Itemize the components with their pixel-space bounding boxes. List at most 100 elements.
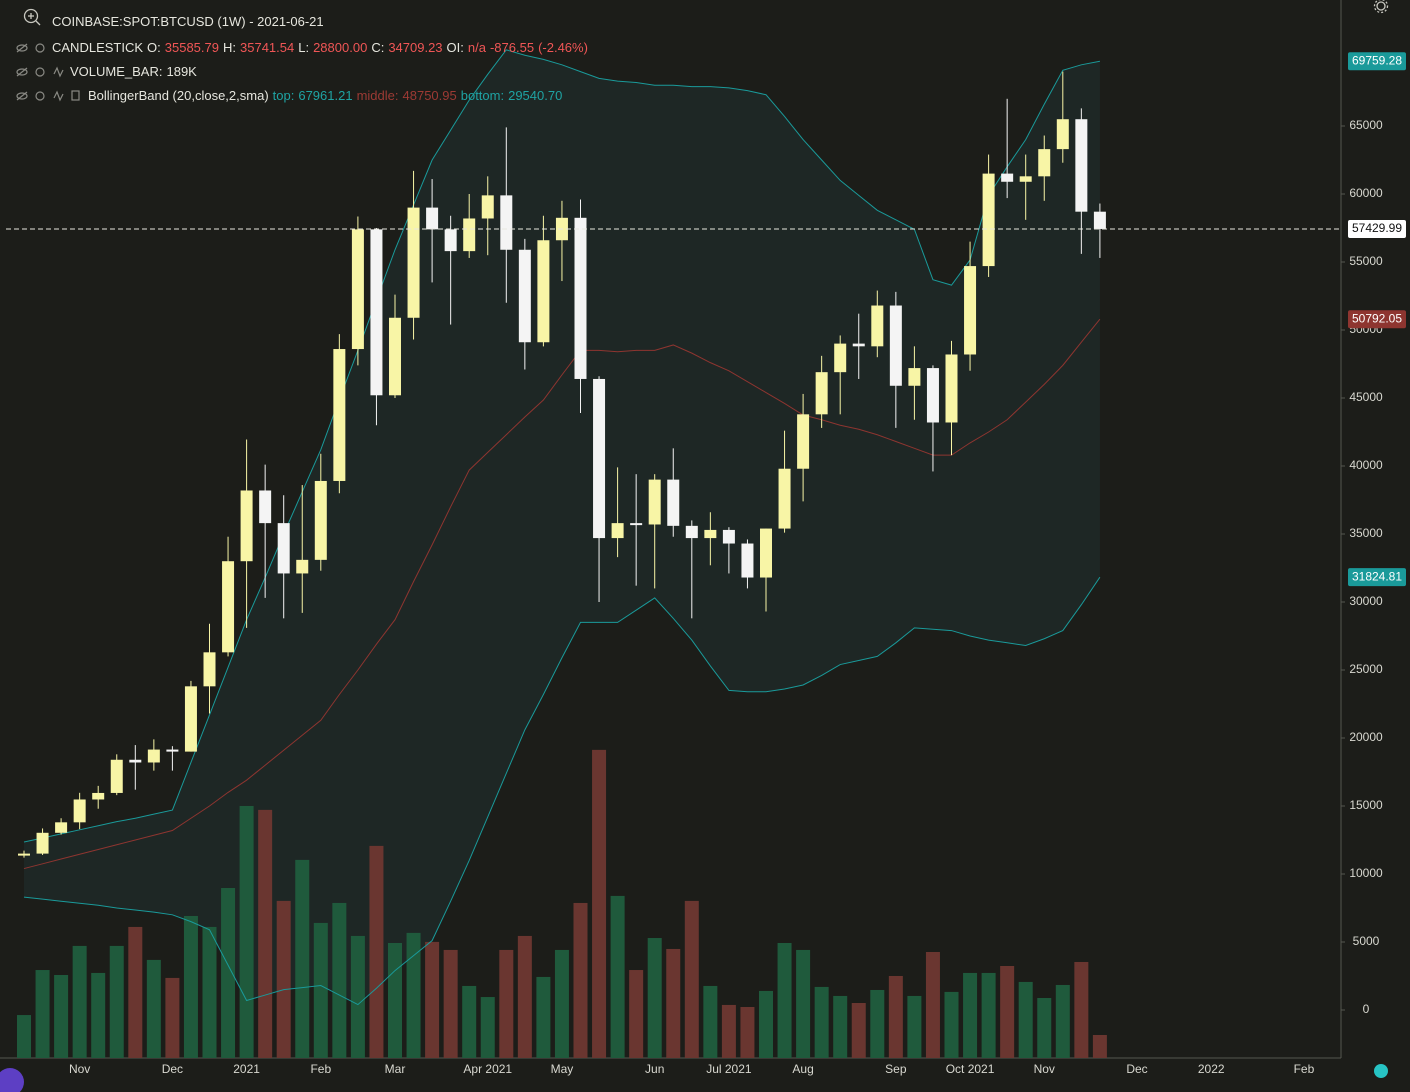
candle-body — [36, 832, 49, 854]
volume-bar — [128, 926, 143, 1058]
legend-key: C: — [371, 40, 385, 55]
candle-body — [1093, 211, 1106, 229]
candle-body — [463, 218, 476, 252]
candle-body — [815, 372, 828, 415]
candle-body — [630, 523, 643, 526]
candle-body — [593, 378, 606, 539]
candle-body — [1038, 149, 1051, 177]
price-badge-label: 69759.28 — [1352, 53, 1402, 67]
candle-body — [760, 528, 772, 578]
volume-bar — [647, 938, 662, 1058]
candle-body — [147, 749, 160, 763]
candle-body — [166, 749, 179, 752]
y-tick-label: 30000 — [1349, 594, 1383, 608]
plot-area — [17, 49, 1107, 1058]
legend-value: 67961.21 — [298, 88, 353, 103]
volume-bar — [592, 749, 607, 1058]
y-tick-label: 45000 — [1349, 390, 1383, 404]
legend-title-row: COINBASE:SPOT:BTCUSD (1W) - 2021-06-21 — [52, 13, 328, 31]
candle-body — [611, 523, 624, 539]
volume-bar — [517, 935, 532, 1058]
volume-bar — [907, 995, 922, 1058]
legend-key: H: — [223, 40, 236, 55]
volume-bar — [666, 948, 681, 1058]
volume-bar — [425, 941, 440, 1058]
price-badge-label: 50792.05 — [1352, 311, 1402, 325]
volume-bar — [406, 932, 421, 1058]
y-tick-label: 10000 — [1349, 866, 1383, 880]
x-tick-label: Aug — [792, 1062, 813, 1076]
y-tick-label: 20000 — [1349, 730, 1383, 744]
row-icons[interactable] — [16, 43, 80, 102]
candle-body — [704, 529, 717, 539]
y-tick-label: 65000 — [1349, 118, 1383, 132]
candle-body — [129, 759, 142, 763]
x-tick-label: Dec — [1126, 1062, 1147, 1076]
status-dot — [1374, 1064, 1388, 1078]
candle-body — [296, 559, 309, 574]
y-tick-label: 25000 — [1349, 662, 1383, 676]
legend-name: VOLUME_BAR: — [70, 64, 163, 79]
x-tick-label: Apr 2021 — [463, 1062, 512, 1076]
candle-body — [73, 799, 86, 823]
volume-bar — [573, 902, 588, 1058]
candle-body — [277, 523, 290, 574]
legend-key: OI: — [446, 40, 464, 55]
volume-bar — [332, 902, 347, 1058]
legend-key: top: — [272, 88, 295, 103]
candle-body — [92, 792, 105, 800]
x-tick-label: Mar — [385, 1062, 406, 1076]
volume-bar — [369, 845, 384, 1058]
candle-body — [537, 240, 550, 343]
volume-bar — [1055, 984, 1070, 1058]
x-tick-label: Nov — [1034, 1062, 1055, 1076]
volume-bar — [221, 887, 236, 1058]
band-middle-line — [23, 318, 1101, 870]
volume-bar — [388, 943, 402, 1058]
app-icon[interactable] — [0, 1068, 24, 1092]
legend-value: 35741.54 — [240, 40, 295, 55]
volume-bar — [72, 945, 87, 1058]
candle-body — [389, 317, 401, 396]
candle-body — [314, 480, 327, 560]
legend-value: n/a — [467, 40, 486, 55]
price-badge — [1348, 568, 1406, 587]
volume-bar — [629, 970, 644, 1058]
x-tick-label: 2021 — [233, 1062, 260, 1076]
x-tick-label: 2022 — [1198, 1062, 1225, 1076]
legend-candles-row: CANDLESTICK O: 35585.79 H: 35741.54 L: 28800.0… — [52, 39, 592, 57]
legend-value: 34709.23 — [388, 40, 443, 55]
volume-bar — [183, 915, 198, 1058]
candle-body — [518, 249, 531, 343]
candle-body — [1001, 173, 1014, 182]
candle-body — [333, 349, 346, 481]
candle-body — [481, 195, 494, 219]
volume-bar — [777, 943, 792, 1058]
settings-icon[interactable] — [1373, 0, 1389, 14]
volume-bar — [851, 1002, 866, 1058]
zoom-icon[interactable] — [23, 8, 41, 26]
volume-bar — [443, 949, 458, 1058]
y-tick-label: 5000 — [1353, 934, 1380, 948]
price-badge — [1348, 52, 1406, 71]
volume-bar — [499, 949, 514, 1058]
volume-bar — [91, 972, 106, 1058]
x-tick-label: Dec — [162, 1062, 183, 1076]
candle-body — [574, 217, 587, 379]
candle-body — [778, 468, 791, 529]
volume-bar — [462, 985, 477, 1058]
volume-bar — [536, 976, 551, 1058]
y-tick-label: 40000 — [1349, 458, 1383, 472]
candle-body — [852, 343, 865, 347]
x-tick-label: May — [551, 1062, 574, 1076]
volume-bar — [165, 977, 180, 1058]
volume-bar — [350, 935, 365, 1058]
volume-bar — [480, 997, 495, 1058]
volume-bar — [759, 990, 773, 1058]
candle-body — [110, 759, 123, 793]
volume-bar — [239, 805, 254, 1058]
legend-value: 48750.95 — [402, 88, 457, 103]
candle-body — [500, 195, 513, 250]
price-badge-label: 31824.81 — [1352, 569, 1402, 583]
